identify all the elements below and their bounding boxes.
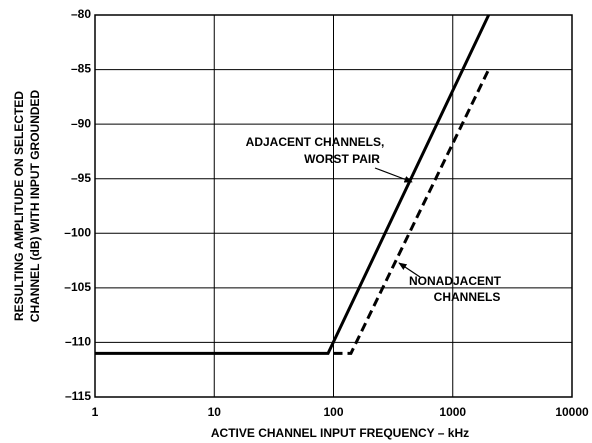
plot-frame	[94, 14, 573, 398]
line-series	[95, 14, 491, 355]
line-series	[333, 68, 490, 355]
x-tick-label: 1000	[439, 405, 466, 419]
y-axis-label: RESULTING AMPLITUDE ON SELECTED	[12, 91, 26, 321]
y-tick-label: –80	[71, 7, 91, 21]
y-tick-label: –115	[65, 389, 91, 403]
x-tick-label: 1	[92, 405, 99, 419]
y-axis-label: CHANNEL (dB) WITH INPUT GROUNDED	[28, 89, 42, 322]
x-axis-label: ACTIVE CHANNEL INPUT FREQUENCY – kHz	[211, 426, 469, 440]
annotation-arrow	[398, 262, 421, 278]
annotation: CHANNELS	[434, 290, 501, 304]
x-tick-label: 10	[208, 405, 222, 419]
annotation-arrow	[374, 167, 413, 183]
y-tick-label: –85	[71, 62, 91, 76]
x-tick-label: 10000	[555, 405, 589, 419]
annotation: WORST PAIR	[304, 152, 380, 166]
y-tick-label: –90	[71, 116, 91, 130]
y-tick-label: –105	[64, 280, 91, 294]
annotation: ADJACENT CHANNELS,	[246, 135, 385, 149]
y-tick-label: –95	[71, 171, 91, 185]
y-tick-label: –100	[64, 225, 91, 239]
annotation: NONADJACENT	[409, 274, 502, 288]
x-tick-label: 100	[323, 405, 343, 419]
y-tick-label: –110	[65, 335, 91, 349]
